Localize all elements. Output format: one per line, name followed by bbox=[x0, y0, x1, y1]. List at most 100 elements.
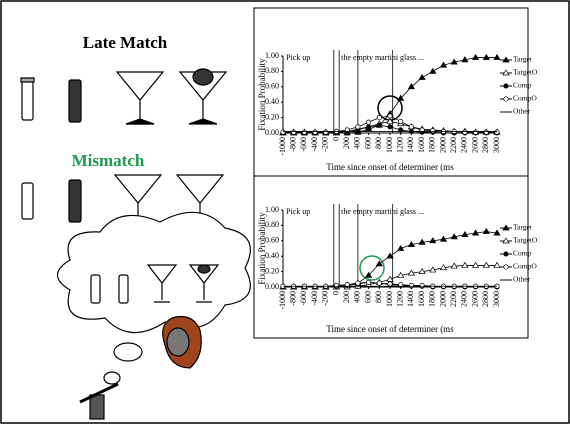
x-tick-label: 2800 bbox=[481, 137, 490, 153]
marker bbox=[398, 127, 404, 133]
x-tick-label: -600 bbox=[299, 291, 308, 306]
marker bbox=[429, 237, 437, 244]
x-tick-label: -400 bbox=[310, 291, 319, 306]
marker bbox=[366, 124, 372, 130]
legend-label: Comp bbox=[513, 249, 532, 258]
thought-bubble bbox=[103, 371, 121, 385]
x-tick-label: 800 bbox=[374, 291, 383, 303]
marker bbox=[471, 229, 480, 236]
marker bbox=[397, 94, 405, 101]
x-axis-title: Time since onset of determiner (ms bbox=[326, 162, 454, 172]
marker bbox=[482, 227, 490, 234]
marker bbox=[439, 235, 448, 242]
x-tick-label: 200 bbox=[342, 137, 351, 149]
legend-label: TargetO bbox=[513, 236, 538, 245]
marker bbox=[450, 233, 458, 240]
marker bbox=[355, 124, 361, 130]
x-tick-label: 3000 bbox=[492, 291, 501, 307]
y-tick-label: 1.00 bbox=[265, 51, 279, 60]
marker bbox=[439, 61, 448, 68]
marker bbox=[502, 224, 510, 231]
marker bbox=[375, 260, 383, 267]
tray bbox=[79, 382, 119, 404]
x-tick-label: 1800 bbox=[428, 291, 437, 307]
marker bbox=[503, 264, 509, 270]
x-tick-label: 2600 bbox=[470, 137, 479, 153]
bubble-vial bbox=[90, 274, 101, 304]
x-tick-label: 2200 bbox=[449, 137, 458, 153]
marker bbox=[386, 117, 394, 124]
x-tick-label: 800 bbox=[374, 137, 383, 149]
marker bbox=[323, 129, 329, 135]
late-match-label: Late Match bbox=[83, 33, 168, 52]
marker bbox=[482, 261, 490, 268]
marker bbox=[344, 127, 350, 133]
x-tick-label: 1200 bbox=[396, 137, 405, 153]
marker bbox=[407, 240, 416, 247]
x-tick-label: 1400 bbox=[406, 137, 415, 153]
marker bbox=[408, 282, 414, 289]
marker bbox=[429, 67, 437, 74]
marker bbox=[461, 261, 469, 268]
x-tick-label: 2000 bbox=[438, 291, 447, 307]
marker bbox=[503, 251, 509, 257]
marker bbox=[312, 129, 318, 135]
y-tick-label: 0.20 bbox=[265, 266, 279, 275]
y-tick-label: 0.60 bbox=[265, 236, 279, 245]
marker bbox=[364, 271, 373, 278]
x-tick-label: 2600 bbox=[470, 291, 479, 307]
marker bbox=[482, 53, 490, 60]
empty-vial bbox=[21, 182, 34, 220]
marker bbox=[473, 129, 479, 135]
marker bbox=[419, 282, 425, 289]
x-tick-label: 400 bbox=[353, 291, 362, 303]
marker bbox=[461, 230, 469, 237]
marker bbox=[503, 83, 509, 89]
bubble-glass bbox=[146, 264, 178, 303]
x-tick-label: 1600 bbox=[417, 137, 426, 153]
vial-cap bbox=[20, 77, 35, 83]
marker bbox=[502, 69, 510, 76]
marker bbox=[493, 261, 501, 268]
bubble-vial bbox=[118, 274, 129, 304]
x-tick-label: 2800 bbox=[481, 291, 490, 307]
x-tick-label: 1600 bbox=[417, 291, 426, 307]
x-tick-label: 1400 bbox=[406, 291, 415, 307]
marker bbox=[493, 229, 501, 236]
legend-label: CompO bbox=[513, 262, 537, 271]
x-tick-label: 400 bbox=[353, 137, 362, 149]
marker bbox=[450, 58, 458, 65]
marker bbox=[387, 113, 393, 119]
annotation: Pick up bbox=[286, 207, 310, 216]
x-tick-label: 2200 bbox=[449, 291, 458, 307]
x-tick-label: 1000 bbox=[385, 137, 394, 153]
legend-label: Comp bbox=[513, 81, 532, 90]
marker bbox=[366, 279, 372, 285]
glass-base bbox=[188, 118, 218, 125]
marker bbox=[502, 56, 510, 63]
marker bbox=[461, 56, 469, 63]
marker bbox=[376, 122, 382, 128]
x-tick-label: 2400 bbox=[460, 291, 469, 307]
marker bbox=[471, 261, 480, 268]
marker bbox=[398, 282, 404, 288]
y-tick-label: 1.00 bbox=[265, 205, 279, 214]
x-axis-title: Time since onset of determiner (ms bbox=[326, 324, 454, 334]
marker bbox=[418, 238, 426, 245]
marker bbox=[386, 275, 394, 282]
marker bbox=[502, 237, 510, 244]
marker bbox=[471, 53, 480, 60]
legend-label: Other bbox=[513, 275, 531, 284]
thought-bubble bbox=[113, 342, 143, 362]
y-tick-label: 0.60 bbox=[265, 82, 279, 91]
marker bbox=[483, 129, 489, 135]
marker bbox=[376, 280, 382, 286]
x-tick-label: -600 bbox=[299, 137, 308, 152]
y-axis-title: Fixation Probability bbox=[257, 58, 267, 131]
annotation: the empty martini glass ... bbox=[341, 53, 424, 62]
marker bbox=[408, 124, 414, 130]
x-tick-label: 2000 bbox=[438, 137, 447, 153]
y-axis-title: Fixation Probability bbox=[257, 212, 267, 285]
legend-label: CompO bbox=[513, 94, 537, 103]
